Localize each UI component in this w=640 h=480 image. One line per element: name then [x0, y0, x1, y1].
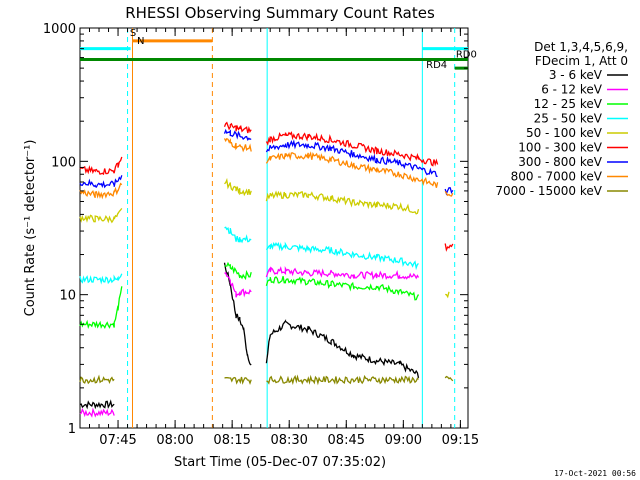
series-trace [79, 407, 115, 418]
series-trace [223, 121, 252, 134]
legend-label-12-25-kev: 12 - 25 keV [534, 97, 603, 111]
series-trace [265, 139, 438, 178]
x-tick-label: 09:15 [442, 433, 479, 448]
series-trace [79, 182, 123, 200]
series-trace [224, 376, 252, 385]
legend-label-25-50-kev: 25 - 50 keV [534, 112, 603, 126]
series-trace [444, 375, 454, 382]
series-25-50-kev [79, 226, 419, 285]
plot-frame [79, 27, 469, 429]
series-trace [224, 261, 252, 281]
legend-label-7000-15000-kev: 7000 - 15000 keV [495, 184, 602, 198]
series-trace [266, 374, 419, 386]
legend-header-line-2: FDecim 1, Att 0 [535, 54, 628, 68]
series-layer [79, 121, 454, 418]
series-trace [79, 399, 115, 410]
series-3-6-kev [79, 262, 420, 410]
y-tick-label: 1 [68, 422, 76, 437]
axes-layer: 07:45 08:00 08:15 08:30 08:45 09:00 09:15 1 10 10… [43, 22, 479, 448]
series-trace [265, 151, 439, 188]
x-tick-label: 07:45 [99, 433, 136, 448]
series-300-800-kev [79, 128, 454, 196]
series-6-12-kev [79, 265, 420, 418]
y-tick-label: 1000 [43, 22, 76, 37]
series-50-100-kev [79, 177, 450, 299]
instrument-state-markers: SN RD0 RD4 [80, 28, 477, 428]
series-trace [223, 137, 252, 153]
series-100-300-kev [79, 121, 454, 252]
series-trace [445, 291, 450, 299]
series-trace [265, 265, 420, 281]
series-trace [79, 374, 115, 385]
series-12-25-kev [79, 261, 420, 330]
legend-label-6-12-kev: 6 - 12 keV [541, 83, 603, 97]
x-tick-label: 08:45 [328, 433, 365, 448]
state-label-n: N [137, 36, 144, 47]
series-trace [223, 128, 252, 141]
y-tick-label: 100 [51, 155, 76, 170]
series-trace [79, 208, 123, 224]
y-tick-label: 10 [59, 289, 76, 304]
x-axis-label: Start Time (05-Dec-07 07:35:02) [174, 455, 386, 470]
legend-header-line-1: Det 1,3,4,5,6,9, [534, 40, 628, 54]
series-trace [223, 262, 252, 366]
y-axis-label: Count Rate (s⁻¹ detector⁻¹) [23, 140, 38, 317]
legend-label-50-100-kev: 50 - 100 keV [526, 126, 603, 140]
x-tick-label: 08:30 [270, 433, 307, 448]
footer-timestamp: 17-Oct-2021 00:56 [554, 469, 636, 478]
chart-title: RHESSI Observing Summary Count Rates [125, 4, 435, 22]
legend-label-800-7000-kev: 800 - 7000 keV [511, 170, 603, 184]
series-trace [79, 286, 123, 330]
series-trace [224, 226, 252, 244]
series-trace [265, 319, 420, 379]
series-trace [79, 156, 123, 176]
series-800-7000-kev [79, 137, 454, 200]
x-tick-label: 08:00 [156, 433, 193, 448]
x-tick-label: 09:00 [385, 433, 422, 448]
series-trace [265, 131, 439, 167]
series-trace [265, 276, 420, 301]
series-trace [265, 190, 420, 215]
series-trace [265, 241, 419, 271]
series-trace [79, 273, 123, 285]
legend-label-300-800-kev: 300 - 800 keV [518, 155, 602, 169]
state-label-rd0: RD0 [456, 50, 477, 61]
series-7000-15000-kev [79, 374, 454, 386]
state-label-s: S [130, 28, 136, 39]
legend-label-3-6-kev: 3 - 6 keV [549, 68, 603, 82]
series-trace [444, 243, 454, 252]
legend-label-100-300-kev: 100 - 300 keV [518, 141, 602, 155]
series-trace [224, 272, 252, 298]
legend: Det 1,3,4,5,6,9, FDecim 1, Att 0 3 - 6 k… [495, 40, 628, 198]
series-trace [224, 177, 252, 197]
series-trace [79, 175, 123, 189]
series-trace [444, 191, 454, 197]
state-label-rd4: RD4 [426, 60, 447, 71]
x-tick-label: 08:15 [213, 433, 250, 448]
